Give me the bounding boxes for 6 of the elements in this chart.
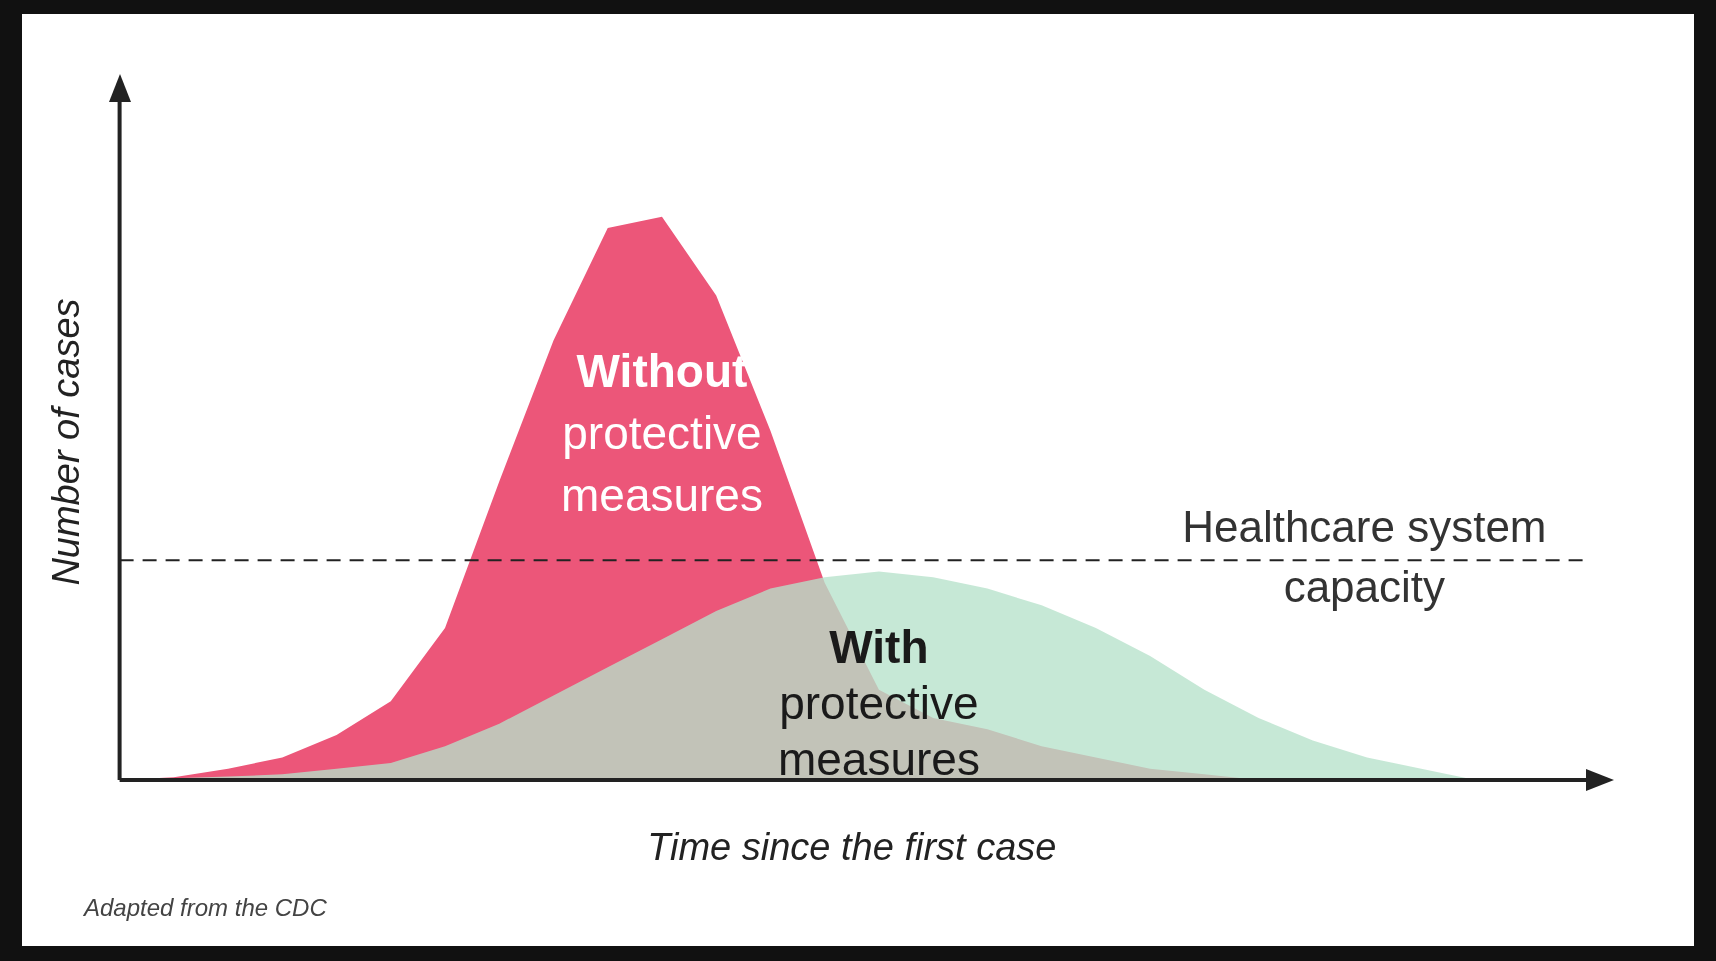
x-axis-title: Time since the first case (647, 825, 1057, 868)
ref-line-label: Healthcare system capacity (1182, 502, 1547, 612)
series-label: Without protective measures (560, 345, 763, 522)
text: Adapted from the CDC (82, 894, 328, 921)
y-axis-title: Number of cases (45, 298, 88, 586)
series-label: With protective measures (777, 621, 980, 786)
